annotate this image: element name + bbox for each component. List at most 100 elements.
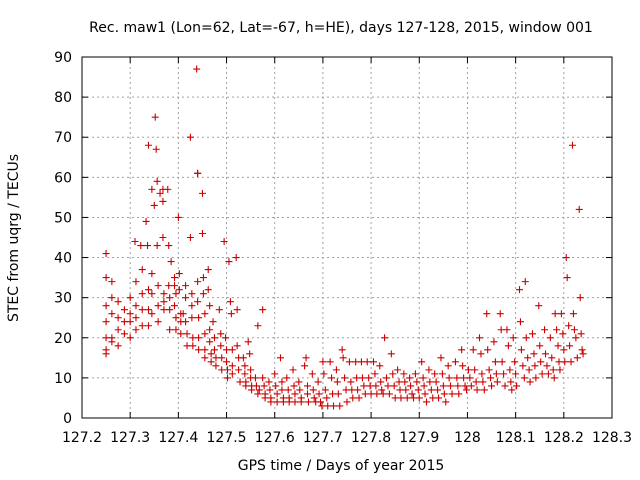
data-point [549, 366, 557, 374]
data-point [201, 354, 209, 362]
data-point [102, 250, 110, 258]
data-point [233, 342, 241, 350]
data-point [326, 358, 334, 366]
data-point [235, 366, 243, 374]
data-point [131, 238, 139, 246]
data-point [488, 382, 496, 390]
data-point [407, 382, 415, 390]
data-point [491, 358, 499, 366]
data-point [138, 322, 146, 330]
data-point [458, 346, 466, 354]
x-tick-labels: 127.2 127.3 127.4 127.5 127.6 127.7 127.8 127.9… [62, 430, 632, 446]
data-point [255, 386, 263, 394]
data-point [553, 326, 561, 334]
data-point [377, 378, 385, 386]
data-point [500, 370, 508, 378]
data-point [138, 306, 146, 314]
data-point [504, 342, 512, 350]
data-point [228, 362, 236, 370]
data-point [148, 270, 156, 278]
data-point [246, 350, 254, 358]
data-point [204, 266, 212, 274]
data-point [570, 326, 578, 334]
y-tick-labels: 0 10 20 30 40 50 60 70 80 90 [54, 50, 72, 427]
x-tick-label: 127.9 [399, 430, 439, 446]
data-point [453, 374, 461, 382]
data-point [296, 386, 304, 394]
data-point [390, 382, 398, 390]
data-point [297, 398, 305, 406]
data-point [421, 390, 429, 398]
data-point [319, 358, 327, 366]
data-point [521, 278, 529, 286]
data-point [432, 378, 440, 386]
data-point [343, 398, 351, 406]
data-point [569, 310, 577, 318]
data-point [165, 242, 173, 250]
data-point [160, 298, 168, 306]
data-point [114, 326, 122, 334]
data-point [272, 382, 280, 390]
data-point [434, 386, 442, 394]
data-point [259, 306, 267, 314]
x-tick-label: 128 [454, 430, 481, 446]
x-tick-label: 127.2 [62, 430, 102, 446]
data-point [438, 370, 446, 378]
data-point [573, 354, 581, 362]
data-point [277, 354, 285, 362]
data-point [336, 402, 344, 410]
data-points [102, 65, 587, 410]
data-point [376, 362, 384, 370]
data-point [144, 322, 152, 330]
data-point [437, 354, 445, 362]
data-point [400, 370, 408, 378]
data-point [525, 366, 533, 374]
data-point [201, 346, 209, 354]
data-point [477, 350, 485, 358]
data-point [479, 378, 487, 386]
data-point [526, 378, 534, 386]
data-point [171, 274, 179, 282]
y-tick-label: 80 [54, 90, 72, 106]
data-point [506, 366, 514, 374]
data-point [519, 362, 527, 370]
data-point [291, 390, 299, 398]
data-point [302, 354, 310, 362]
data-point [308, 370, 316, 378]
data-point [320, 370, 328, 378]
data-point [186, 234, 194, 241]
data-point [226, 298, 234, 306]
data-point [188, 302, 196, 310]
data-point [551, 310, 559, 318]
data-point [496, 310, 504, 318]
data-point [493, 378, 501, 386]
data-point [413, 378, 421, 386]
data-point [577, 330, 585, 338]
data-point [153, 177, 161, 185]
data-point [251, 374, 259, 382]
data-point [397, 394, 405, 402]
data-point [462, 386, 470, 394]
data-point [148, 185, 156, 193]
data-point [254, 322, 262, 330]
data-point [561, 358, 569, 366]
x-axis-label: GPS time / Days of year 2015 [238, 458, 445, 474]
data-point [233, 306, 241, 314]
data-point [530, 350, 538, 358]
data-point [423, 398, 430, 406]
data-point [175, 270, 183, 278]
data-point [310, 394, 318, 402]
data-point [283, 374, 291, 382]
data-point [459, 362, 467, 370]
data-point [566, 342, 574, 350]
data-point [354, 386, 362, 394]
y-tick-label: 70 [54, 130, 72, 146]
data-point [102, 318, 110, 326]
data-point [372, 382, 380, 390]
data-point [442, 398, 450, 406]
data-point [171, 302, 179, 310]
data-point [228, 346, 236, 354]
data-point [304, 398, 312, 406]
data-point [461, 382, 469, 390]
